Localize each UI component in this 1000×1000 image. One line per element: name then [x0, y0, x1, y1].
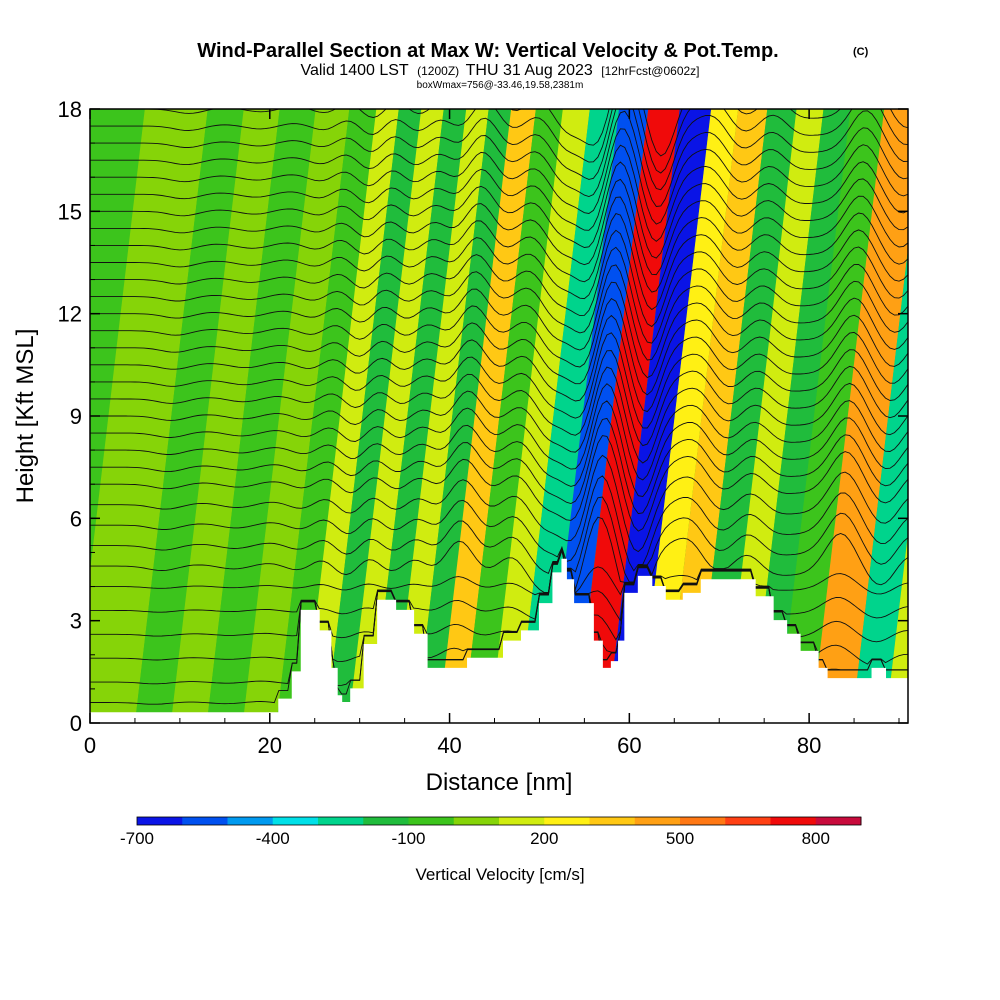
- isentrope-line: [90, 496, 908, 583]
- x-tick-label: 60: [617, 733, 641, 758]
- colorbar-title: Vertical Velocity [cm/s]: [415, 865, 584, 884]
- y-tick-label: 6: [70, 506, 82, 531]
- copyright-mark: (C): [853, 46, 869, 58]
- isentrope-line: [90, 213, 908, 311]
- valid-time-line: Valid 1400 LST (1200Z) THU 31 Aug 2023 […: [300, 62, 699, 79]
- w-band: [370, 109, 467, 723]
- w-band: [811, 109, 908, 723]
- w-band: [134, 109, 244, 723]
- w-band: [393, 109, 489, 723]
- w-band: [90, 109, 208, 723]
- isentrope-line: [90, 454, 908, 553]
- colorbar-swatch: [634, 817, 681, 825]
- w-band: [170, 109, 280, 723]
- isentrope-line: [90, 178, 908, 276]
- isentrope-line: [90, 475, 908, 572]
- w-band: [575, 109, 680, 723]
- x-axis-label: Distance [nm]: [426, 769, 573, 796]
- isentrope-line: [90, 109, 908, 174]
- terrain: [90, 558, 908, 723]
- colorbar: -700 -400 -100 200 500 800: [120, 816, 862, 848]
- w-band: [750, 109, 851, 723]
- colorbar-swatch: [725, 817, 771, 825]
- colorbar-tick-label: 500: [666, 829, 694, 848]
- colorbar-swatch: [318, 817, 364, 825]
- colorbar-tick-label: -700: [120, 829, 154, 848]
- x-tick-label: 0: [84, 733, 96, 758]
- isentrope-line: [90, 128, 908, 225]
- colorbar-swatch: [770, 817, 817, 825]
- colorbar-swatch: [182, 817, 228, 825]
- vertical-velocity-field: [90, 109, 908, 723]
- w-band: [777, 109, 885, 723]
- colorbar-tick-label: -100: [391, 829, 425, 848]
- isentrope-line: [90, 383, 908, 481]
- y-tick-label: 15: [58, 199, 82, 224]
- w-band: [665, 109, 768, 723]
- colorbar-swatch: [453, 817, 500, 825]
- w-band: [415, 109, 512, 723]
- isentrope-line: [90, 298, 908, 396]
- isentrope-line: [90, 281, 908, 379]
- w-band: [303, 109, 399, 723]
- isentrope-line: [90, 400, 908, 497]
- isentrope-line: [90, 229, 908, 328]
- w-band: [516, 109, 620, 723]
- colorbar-tick-label: 200: [530, 829, 558, 848]
- x-tick-label: 20: [258, 733, 282, 758]
- w-band: [851, 249, 908, 723]
- w-band: [276, 109, 377, 723]
- colorbar-tick-label: -400: [256, 829, 290, 848]
- isentrope-line: [90, 366, 908, 464]
- y-tick-label: 3: [70, 609, 82, 634]
- isentrope-line: [90, 196, 908, 293]
- colorbar-tick-label: 800: [802, 829, 830, 848]
- colorbar-swatch: [815, 817, 862, 825]
- box-wmax-label: boxWmax=756@-33.46,19.58,2381m: [417, 80, 584, 91]
- w-band: [490, 109, 590, 723]
- w-band: [325, 109, 422, 723]
- x-tick-label: 80: [797, 733, 821, 758]
- isentrope-line: [90, 516, 908, 593]
- colorbar-swatch: [137, 817, 183, 825]
- colorbar-swatch: [227, 817, 274, 825]
- isentrope-line: [90, 546, 908, 596]
- colorbar-frame: [136, 816, 862, 826]
- w-band: [638, 109, 739, 723]
- colorbar-swatch: [680, 817, 726, 825]
- isentrope-line: [90, 110, 908, 207]
- colorbar-swatch: [272, 817, 319, 825]
- plot-area: [90, 109, 908, 723]
- colorbar-swatch: [408, 817, 455, 825]
- isentrope-line: [90, 246, 908, 344]
- isentrope-line: [90, 144, 908, 242]
- y-tick-label: 0: [70, 711, 82, 736]
- w-band: [463, 109, 563, 723]
- y-axis: 0 3 6 9 12 15 18: [58, 97, 908, 736]
- chart-title: Wind-Parallel Section at Max W: Vertical…: [197, 40, 778, 62]
- isentrope-line: [90, 417, 908, 515]
- colorbar-swatch: [363, 817, 409, 825]
- w-band: [242, 109, 350, 723]
- y-tick-label: 9: [70, 404, 82, 429]
- isentrope-line: [90, 109, 908, 191]
- isentrope-line: [90, 314, 908, 413]
- x-axis: 0 20 40 60 80: [84, 109, 900, 758]
- isentrope-line: [90, 161, 908, 259]
- y-tick-label: 18: [58, 97, 82, 122]
- colorbar-swatch: [544, 817, 590, 825]
- x-tick-label: 40: [437, 733, 461, 758]
- isentrope-line: [90, 435, 908, 532]
- colorbar-swatch: [589, 817, 636, 825]
- y-tick-label: 12: [58, 302, 82, 327]
- isentrope-line: [90, 350, 908, 447]
- colorbar-swatch: [499, 817, 545, 825]
- isentrope-line: [90, 332, 908, 429]
- w-band: [885, 533, 908, 723]
- y-axis-label: Height [Kft MSL]: [12, 329, 39, 504]
- isentrope-line: [90, 264, 908, 361]
